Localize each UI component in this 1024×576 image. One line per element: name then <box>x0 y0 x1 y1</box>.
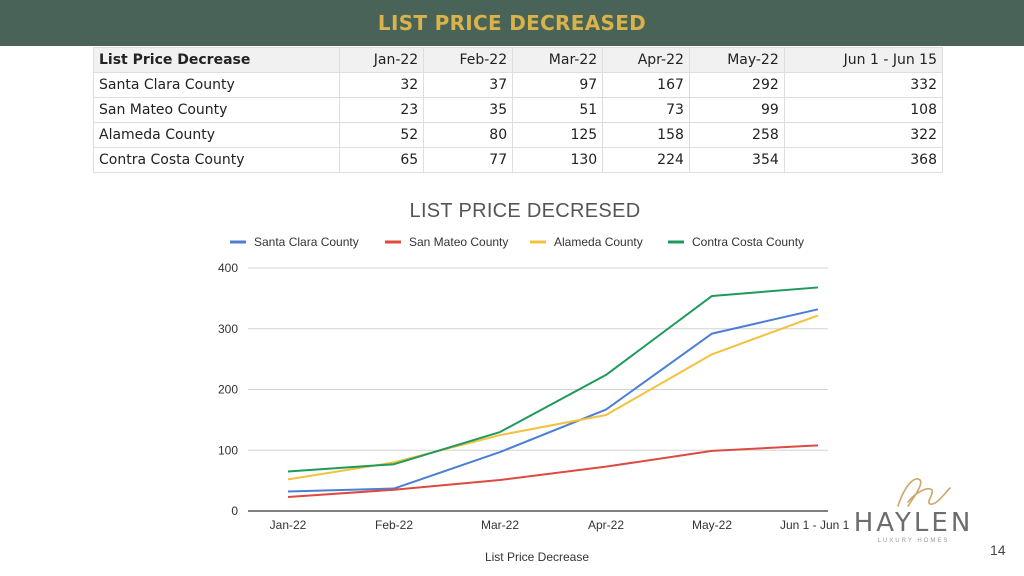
page-number: 14 <box>990 542 1006 558</box>
table-row: San Mateo County 23 35 51 73 99 108 <box>92 97 944 123</box>
row-label: Contra Costa County <box>92 147 341 173</box>
table-cell: 354 <box>688 147 785 173</box>
row-label: San Mateo County <box>92 97 341 123</box>
x-tick-label: Jun 1 - Jun 15 <box>780 518 850 532</box>
y-tick-label: 300 <box>218 322 238 336</box>
table-cell: 65 <box>339 147 425 173</box>
row-label: Santa Clara County <box>92 72 341 98</box>
legend-label: San Mateo County <box>409 235 508 249</box>
table-cell: 77 <box>423 147 514 173</box>
legend-label: Alameda County <box>554 235 643 249</box>
y-tick-label: 400 <box>218 261 238 275</box>
row-label: Alameda County <box>92 122 341 148</box>
table-cell: 292 <box>688 72 785 98</box>
column-header: Mar-22 <box>512 47 604 73</box>
table-cell: 37 <box>423 72 514 98</box>
table-row: Santa Clara County 32 37 97 167 292 332 <box>92 72 944 98</box>
table-cell: 332 <box>783 72 944 98</box>
table-cell: 158 <box>602 122 690 148</box>
y-tick-label: 100 <box>218 443 238 457</box>
table-cell: 130 <box>512 147 604 173</box>
logo-mark-icon <box>897 478 951 507</box>
x-tick-label: Mar-22 <box>481 518 519 532</box>
series-line <box>287 444 819 499</box>
column-header: May-22 <box>688 47 785 73</box>
table-cell: 97 <box>512 72 604 98</box>
y-tick-label: 200 <box>218 383 238 397</box>
table-cell: 125 <box>512 122 604 148</box>
x-tick-label: Jan-22 <box>270 518 307 532</box>
x-tick-label: Apr-22 <box>588 518 624 532</box>
table-cell: 322 <box>783 122 944 148</box>
table-row: Contra Costa County 65 77 130 224 354 36… <box>92 147 944 173</box>
series-line <box>287 308 819 493</box>
series-line <box>287 286 819 473</box>
table-cell: 167 <box>602 72 690 98</box>
table-cell: 51 <box>512 97 604 123</box>
table-cell: 368 <box>783 147 944 173</box>
table-cell: 258 <box>688 122 785 148</box>
data-table: List Price Decrease Jan-22 Feb-22 Mar-22… <box>92 47 944 173</box>
table-header-row: List Price Decrease Jan-22 Feb-22 Mar-22… <box>92 47 944 73</box>
table-row: Alameda County 52 80 125 158 258 322 <box>92 122 944 148</box>
column-header: Feb-22 <box>423 47 514 73</box>
chart-canvas: 0 100 200 300 400 Jan-22 Feb-22 Mar-22 Apr-22 May… <box>218 235 850 564</box>
table-cell: 35 <box>423 97 514 123</box>
logo-tagline: LUXURY HOMES <box>877 538 950 544</box>
logo-wordmark: HAYLEN <box>853 508 974 538</box>
table-cell: 52 <box>339 122 425 148</box>
table-cell: 80 <box>423 122 514 148</box>
y-tick-label: 0 <box>231 504 238 518</box>
table-cell: 23 <box>339 97 425 123</box>
table-cell: 224 <box>602 147 690 173</box>
chart-title: LIST PRICE DECRESED <box>409 200 641 222</box>
series-line <box>287 314 819 481</box>
page-title: LIST PRICE DECREASED <box>377 11 647 35</box>
column-header: Jan-22 <box>339 47 425 73</box>
table-cell: 108 <box>783 97 944 123</box>
column-header: Jun 1 - Jun 15 <box>783 47 944 73</box>
x-tick-label: Feb-22 <box>375 518 413 532</box>
legend-label: Contra Costa County <box>692 235 804 249</box>
table-cell: 73 <box>602 97 690 123</box>
legend-label: Santa Clara County <box>254 235 359 249</box>
x-tick-label: May-22 <box>692 518 732 532</box>
column-header: Apr-22 <box>602 47 690 73</box>
line-chart: LIST PRICE DECRESED 0 100 200 300 400 Jan-22 F… <box>200 190 850 570</box>
table-cell: 99 <box>688 97 785 123</box>
table-cell: 32 <box>339 72 425 98</box>
title-bar: LIST PRICE DECREASED <box>0 0 1024 46</box>
column-header: List Price Decrease <box>92 47 341 73</box>
x-axis-label: List Price Decrease <box>485 550 589 564</box>
haylen-logo: HAYLEN LUXURY HOMES <box>846 472 981 547</box>
